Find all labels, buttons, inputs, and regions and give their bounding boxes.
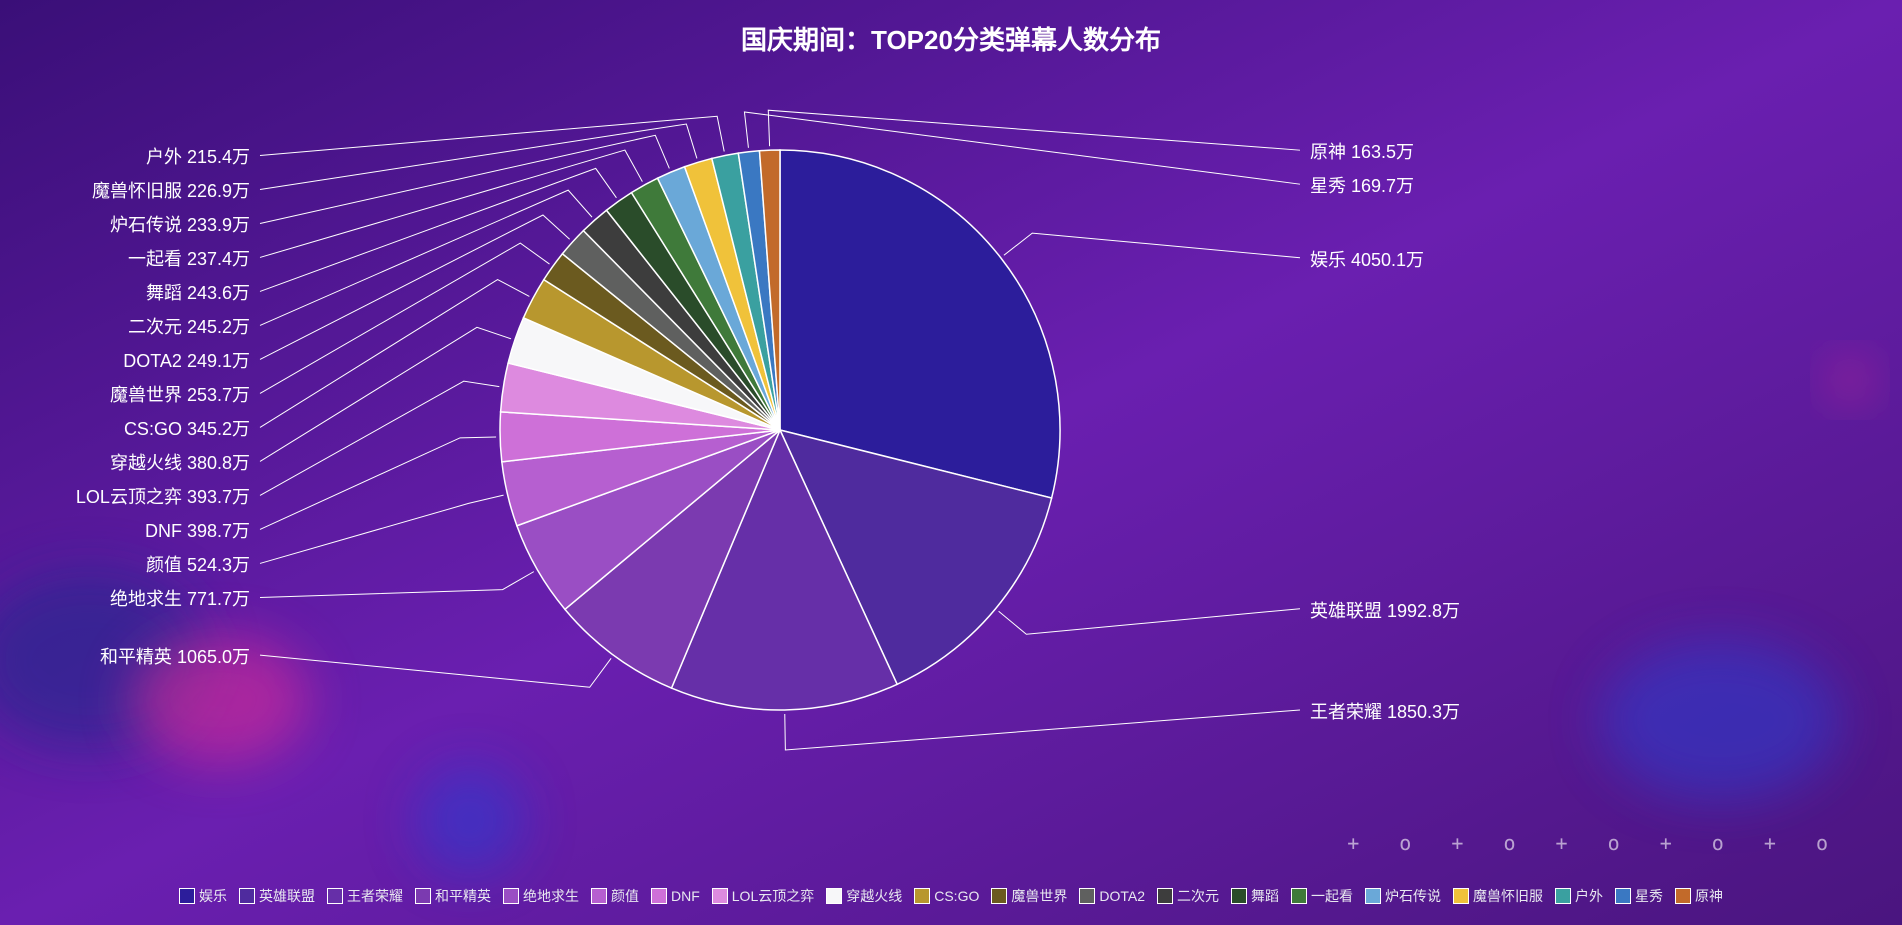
legend-item[interactable]: LOL云顶之弈 [712, 886, 814, 906]
leader-line [999, 609, 1300, 635]
slice-label: 原神 163.5万 [1310, 138, 1414, 164]
legend-label: CS:GO [934, 888, 979, 904]
legend-swatch [712, 888, 728, 904]
legend-item[interactable]: 绝地求生 [503, 886, 579, 906]
legend-label: 魔兽世界 [1011, 886, 1067, 906]
slice-label: 户外 215.4万 [146, 143, 250, 169]
slice-label: LOL云顶之弈 393.7万 [76, 483, 250, 509]
legend-swatch [415, 888, 431, 904]
legend-item[interactable]: 原神 [1675, 886, 1723, 906]
legend-item[interactable]: 炉石传说 [1365, 886, 1441, 906]
legend-label: 户外 [1575, 886, 1603, 906]
legend-swatch [1079, 888, 1095, 904]
legend-swatch [1675, 888, 1691, 904]
legend-label: 舞蹈 [1251, 886, 1279, 906]
legend-item[interactable]: 魔兽世界 [991, 886, 1067, 906]
leader-line [260, 381, 499, 495]
legend-swatch [826, 888, 842, 904]
legend-label: 绝地求生 [523, 886, 579, 906]
leader-line [260, 495, 504, 563]
pie-chart [0, 0, 1902, 925]
legend-label: 和平精英 [435, 886, 491, 906]
legend-label: 二次元 [1177, 886, 1219, 906]
legend: 娱乐 英雄联盟 王者荣耀 和平精英 绝地求生 颜值 DNF LOL云顶之弈 穿越火线 CS:GO 魔… [0, 886, 1902, 907]
legend-label: 王者荣耀 [347, 886, 403, 906]
legend-item[interactable]: 王者荣耀 [327, 886, 403, 906]
legend-swatch [991, 888, 1007, 904]
legend-item[interactable]: 二次元 [1157, 886, 1219, 906]
leader-line [260, 124, 697, 189]
slice-label: 颜值 524.3万 [146, 551, 250, 577]
leader-line [260, 280, 529, 428]
legend-swatch [1365, 888, 1381, 904]
legend-item[interactable]: 和平精英 [415, 886, 491, 906]
slice-label: DNF 398.7万 [145, 517, 250, 543]
leader-line [768, 110, 1300, 150]
legend-label: LOL云顶之弈 [732, 886, 814, 906]
leader-line [260, 572, 534, 598]
legend-item[interactable]: 颜值 [591, 886, 639, 906]
legend-label: 魔兽怀旧服 [1473, 886, 1543, 906]
legend-item[interactable]: DNF [651, 888, 700, 904]
slice-label: 娱乐 4050.1万 [1310, 246, 1424, 272]
legend-swatch [914, 888, 930, 904]
slice-label: 一起看 237.4万 [128, 245, 250, 271]
legend-label: 炉石传说 [1385, 886, 1441, 906]
legend-swatch [1615, 888, 1631, 904]
legend-label: 原神 [1695, 886, 1723, 906]
legend-item[interactable]: 星秀 [1615, 886, 1663, 906]
legend-swatch [1291, 888, 1307, 904]
legend-label: 英雄联盟 [259, 886, 315, 906]
slice-label: 穿越火线 380.8万 [110, 449, 250, 475]
legend-swatch [651, 888, 667, 904]
legend-swatch [1555, 888, 1571, 904]
slice-label: 魔兽世界 253.7万 [110, 381, 250, 407]
legend-item[interactable]: 魔兽怀旧服 [1453, 886, 1543, 906]
legend-item[interactable]: 穿越火线 [826, 886, 902, 906]
slice-label: DOTA2 249.1万 [123, 347, 250, 373]
legend-swatch [239, 888, 255, 904]
slice-label: 和平精英 1065.0万 [100, 643, 250, 669]
slice-label: 绝地求生 771.7万 [110, 585, 250, 611]
slice-label: 舞蹈 243.6万 [146, 279, 250, 305]
legend-item[interactable]: 户外 [1555, 886, 1603, 906]
slice-label: CS:GO 345.2万 [124, 415, 250, 441]
leader-line [1004, 233, 1300, 258]
legend-swatch [1231, 888, 1247, 904]
legend-item[interactable]: DOTA2 [1079, 888, 1145, 904]
legend-swatch [1157, 888, 1173, 904]
legend-label: 娱乐 [199, 886, 227, 906]
legend-item[interactable]: 娱乐 [179, 886, 227, 906]
decorative-symbols: + o + o + o + o + o [1347, 831, 1842, 855]
leader-line [785, 710, 1300, 750]
legend-label: 一起看 [1311, 886, 1353, 906]
leader-line [260, 655, 611, 687]
legend-swatch [591, 888, 607, 904]
legend-swatch [1453, 888, 1469, 904]
legend-item[interactable]: CS:GO [914, 888, 979, 904]
legend-swatch [179, 888, 195, 904]
legend-item[interactable]: 一起看 [1291, 886, 1353, 906]
slice-label: 王者荣耀 1850.3万 [1310, 698, 1460, 724]
slice-label: 炉石传说 233.9万 [110, 211, 250, 237]
legend-item[interactable]: 英雄联盟 [239, 886, 315, 906]
legend-item[interactable]: 舞蹈 [1231, 886, 1279, 906]
leader-line [260, 437, 496, 529]
legend-label: 穿越火线 [846, 886, 902, 906]
chart-title: 国庆期间：TOP20分类弹幕人数分布 [0, 20, 1902, 57]
legend-label: 星秀 [1635, 886, 1663, 906]
legend-swatch [327, 888, 343, 904]
slice-label: 星秀 169.7万 [1310, 172, 1414, 198]
leader-line [260, 327, 511, 461]
legend-label: DOTA2 [1099, 888, 1145, 904]
slice-label: 英雄联盟 1992.8万 [1310, 597, 1460, 623]
slice-label: 魔兽怀旧服 226.9万 [92, 177, 250, 203]
legend-label: 颜值 [611, 886, 639, 906]
slice-label: 二次元 245.2万 [128, 313, 250, 339]
legend-swatch [503, 888, 519, 904]
legend-label: DNF [671, 888, 700, 904]
